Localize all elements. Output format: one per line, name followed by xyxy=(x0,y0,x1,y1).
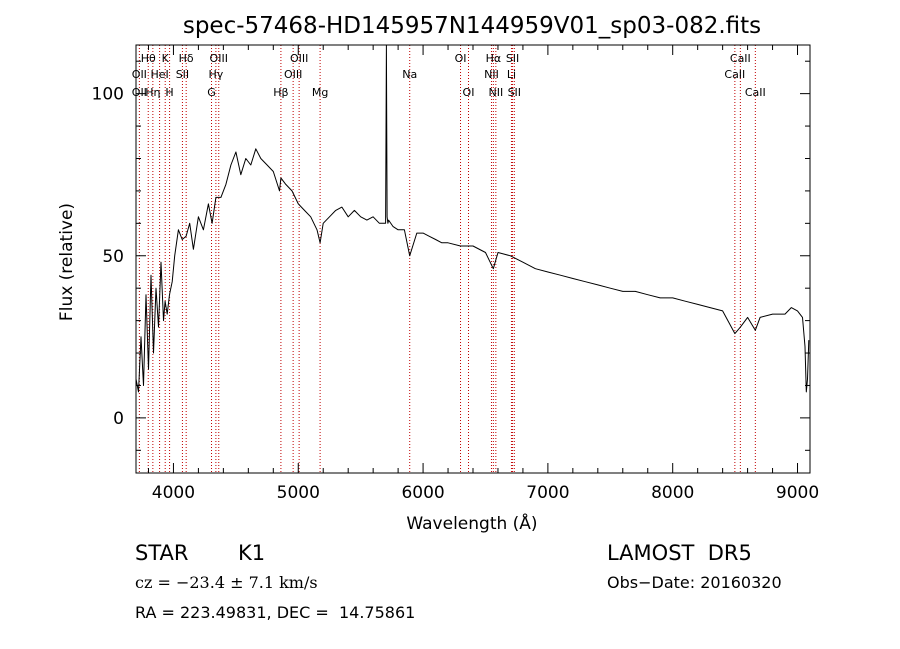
spectral-line-label: Mg xyxy=(312,86,328,99)
object-class: STAR xyxy=(135,541,189,565)
spectral-line-label: Li xyxy=(507,68,516,81)
spectral-line-label: CaII xyxy=(724,68,745,81)
axis-ticks: 4000 5000 6000 7000 8000 9000 0 50 100 xyxy=(92,45,819,503)
spectral-line-label: NII xyxy=(488,86,503,99)
spectral-line-label: OII xyxy=(132,68,147,81)
y-tick-label: 50 xyxy=(102,247,124,267)
sky-coordinates: RA = 223.49831, DEC = 14.75861 xyxy=(135,603,416,622)
spectral-line-label: SII xyxy=(176,68,189,81)
spectral-line-label: Hη xyxy=(145,86,160,99)
spectral-line-label: Na xyxy=(402,68,417,81)
spectrum-series xyxy=(135,44,810,393)
spectrum-line xyxy=(135,44,810,393)
spectral-line-label: SII xyxy=(508,86,521,99)
survey-release: LAMOST DR5 xyxy=(607,541,752,565)
x-tick-label: 8000 xyxy=(651,483,694,503)
spectral-line-label: G xyxy=(207,86,216,99)
redshift-velocity: cz = −23.4 ± 7.1 km/s xyxy=(135,573,318,592)
spectral-line-label: CaII xyxy=(745,86,766,99)
spectral-line-label: OIII xyxy=(284,68,302,81)
spectral-line-label: Hθ xyxy=(141,52,156,65)
spectral-line-label: SII xyxy=(506,52,519,65)
x-tick-label: 5000 xyxy=(277,483,320,503)
x-tick-label: 4000 xyxy=(152,483,195,503)
x-tick-label: 7000 xyxy=(526,483,569,503)
x-tick-label: 6000 xyxy=(401,483,444,503)
y-axis-label: Flux (relative) xyxy=(57,203,77,321)
spectral-line-label: OIII xyxy=(210,52,228,65)
spectral-line-label: OI xyxy=(463,86,475,99)
spectral-line-label: OIII xyxy=(290,52,308,65)
spectral-reference-lines xyxy=(138,45,756,473)
spectral-line-label: OII xyxy=(132,86,147,99)
spectral-line-label: Hγ xyxy=(208,68,223,81)
spectral-line-label: HeI xyxy=(150,68,168,81)
spectral-line-label: H xyxy=(165,86,173,99)
spectral-line-label: Hδ xyxy=(179,52,194,65)
spectral-subclass: K1 xyxy=(238,541,266,565)
spectral-line-label: K xyxy=(162,52,170,65)
spectral-line-label: Hα xyxy=(486,52,502,65)
x-axis-label: Wavelength (Å) xyxy=(406,512,537,534)
x-tick-label: 9000 xyxy=(776,483,819,503)
spectral-line-label: Hβ xyxy=(273,86,288,99)
y-tick-label: 0 xyxy=(113,409,124,429)
observation-date: Obs−Date: 20160320 xyxy=(607,573,782,592)
spectral-line-label: OI xyxy=(455,52,467,65)
plot-frame xyxy=(135,44,811,474)
spectral-line-label: CaII xyxy=(730,52,751,65)
spectral-line-label: NII xyxy=(484,68,499,81)
chart-title: spec-57468-HD145957N144959V01_sp03-082.f… xyxy=(183,13,761,39)
y-tick-label: 100 xyxy=(92,85,124,105)
